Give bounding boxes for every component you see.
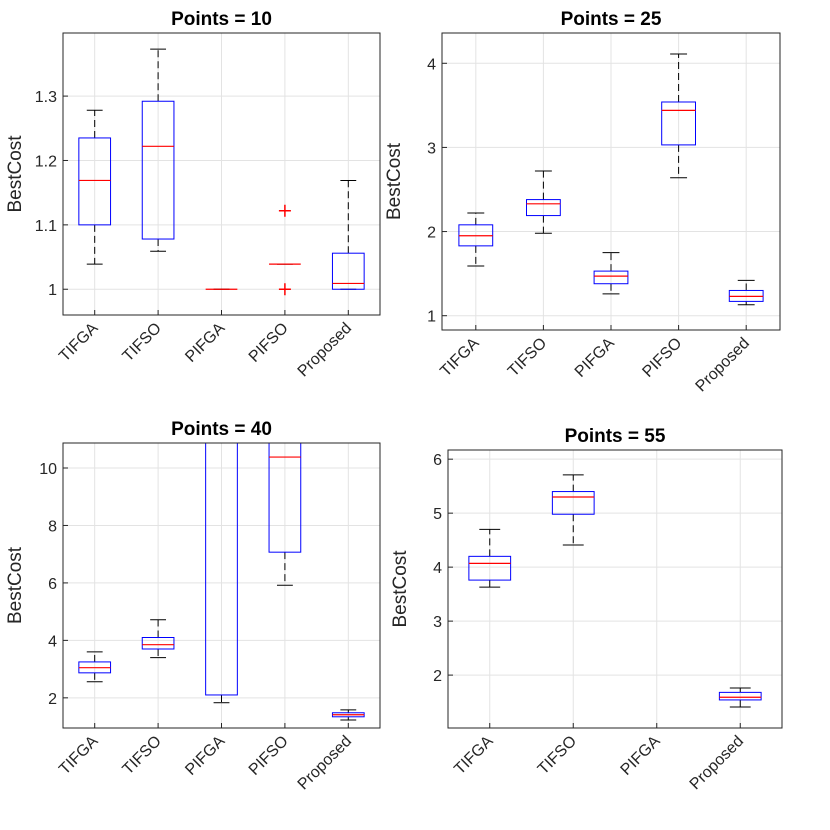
y-tick-label: 2: [427, 225, 436, 242]
y-tick-label: 4: [433, 560, 442, 577]
x-tick-label: PIFSO: [639, 335, 685, 381]
box: [526, 199, 561, 217]
box: [593, 270, 629, 285]
y-tick-label: 3: [433, 614, 442, 631]
box: [551, 491, 595, 515]
y-tick-label: 8: [48, 518, 57, 535]
y-tick-label: 1: [427, 309, 436, 326]
subplot: 1 1.1 1.2 1.3 TIFGA TIFSO PIFGA PIFSO Proposed Po…: [5, 9, 381, 380]
subplot: 2 3 4 5 6 TIFGA TIFSO PIFGA Proposed Points = 55 B…: [390, 426, 783, 793]
x-tick-label: TIFGA: [56, 733, 102, 779]
box: [661, 101, 697, 146]
x-tick-label: TIFGA: [56, 320, 102, 366]
plot-area: [458, 53, 764, 306]
x-tick-label: TIFSO: [120, 320, 165, 365]
subplot: 2 4 6 8 10 TIFGA TIFSO PIFGA PIFSO Proposed Points…: [5, 419, 381, 793]
y-axis-label: BestCost: [384, 142, 405, 220]
subplot: 1 2 3 4 TIFGA TIFSO PIFGA PIFSO Proposed Points =…: [384, 9, 781, 395]
x-tick-label: PIFSO: [246, 733, 292, 779]
box: [331, 252, 365, 290]
y-tick-label: 4: [48, 633, 57, 650]
x-tick-label: TIFGA: [437, 335, 483, 381]
x-tick-label: TIFSO: [505, 335, 550, 380]
outlier: [278, 283, 291, 296]
box: [78, 137, 112, 226]
x-tick-label: Proposed: [693, 335, 753, 395]
y-tick-label: 1.1: [35, 218, 57, 235]
x-tick-label: TIFSO: [120, 733, 165, 778]
x-tick-label: TIFGA: [451, 733, 497, 779]
y-axis-label: BestCost: [390, 550, 411, 628]
y-tick-label: 1.2: [35, 153, 57, 170]
x-tick-label: Proposed: [295, 733, 355, 793]
outlier: [278, 204, 291, 217]
box: [718, 691, 762, 701]
y-tick-label: 2: [48, 691, 57, 708]
y-tick-label: 1: [48, 282, 57, 299]
box: [268, 443, 302, 553]
plot-area: [468, 474, 762, 708]
x-tick-label: PIFGA: [182, 733, 228, 779]
box: [468, 555, 512, 581]
axes-frame: [447, 449, 783, 729]
y-tick-label: 6: [48, 576, 57, 593]
chart-title: Points = 25: [561, 9, 662, 30]
box: [141, 637, 175, 650]
axes-frame: [441, 32, 781, 331]
x-tick-label: PIFSO: [246, 320, 292, 366]
x-tick-label: Proposed: [687, 733, 747, 793]
y-tick-label: 2: [433, 668, 442, 685]
chart-title: Points = 40: [171, 419, 272, 440]
y-tick-label: 3: [427, 140, 436, 157]
x-tick-label: TIFSO: [535, 733, 580, 778]
y-tick-label: 5: [433, 506, 442, 523]
box: [205, 443, 238, 696]
y-tick-label: 4: [427, 56, 436, 73]
axes-frame: [62, 32, 381, 316]
y-tick-label: 10: [39, 461, 57, 478]
x-tick-label: PIFGA: [182, 320, 228, 366]
y-axis-label: BestCost: [5, 135, 26, 213]
x-tick-label: Proposed: [295, 320, 355, 380]
axes-frame: [62, 442, 381, 729]
x-tick-label: PIFGA: [572, 335, 618, 381]
chart-title: Points = 10: [171, 9, 272, 30]
y-axis-label: BestCost: [5, 546, 26, 624]
chart-title: Points = 55: [565, 426, 666, 447]
box: [141, 100, 175, 240]
y-tick-label: 6: [433, 452, 442, 469]
plot-area: [78, 48, 365, 296]
plot-area: [78, 443, 365, 721]
x-tick-label: PIFGA: [618, 733, 664, 779]
y-tick-label: 1.3: [35, 89, 57, 106]
